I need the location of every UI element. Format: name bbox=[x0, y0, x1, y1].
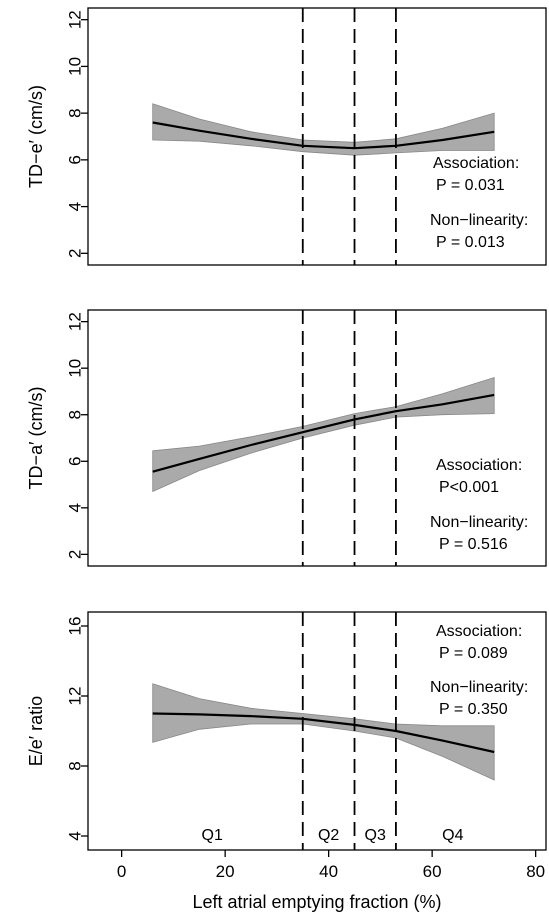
stat-annotation: Association: bbox=[436, 457, 522, 474]
x-axis-title: Left atrial emptying fraction (%) bbox=[192, 892, 441, 912]
quartile-label: Q4 bbox=[442, 827, 463, 844]
stat-annotation: P = 0.089 bbox=[439, 645, 508, 662]
y-tick-label: 6 bbox=[66, 457, 85, 466]
stat-annotation: P = 0.516 bbox=[439, 536, 508, 553]
x-tick-label: 20 bbox=[216, 862, 235, 881]
stat-annotation: P<0.001 bbox=[439, 479, 499, 496]
panel-1: 2 4 6 8 10 12 TD−e′ (cm/s) Association: P = 0.03… bbox=[26, 8, 546, 265]
x-tick-label: 60 bbox=[423, 862, 442, 881]
x-tick-label: 80 bbox=[526, 862, 545, 881]
stat-annotation: Association: bbox=[433, 155, 519, 172]
x-tick-label: 0 bbox=[117, 862, 126, 881]
y-tick-label: 4 bbox=[66, 503, 85, 512]
quartile-label: Q3 bbox=[365, 827, 386, 844]
stat-annotation: P = 0.350 bbox=[439, 701, 508, 718]
y-axis-title: E/e′ ratio bbox=[26, 696, 46, 766]
quartile-label: Q1 bbox=[202, 827, 223, 844]
y-tick-label: 12 bbox=[66, 10, 85, 29]
y-tick-label: 10 bbox=[66, 57, 85, 76]
y-tick-label: 8 bbox=[66, 761, 85, 770]
y-tick-label: 8 bbox=[66, 410, 85, 419]
stat-annotation: P = 0.031 bbox=[436, 177, 505, 194]
y-tick-label: 4 bbox=[66, 202, 85, 211]
y-tick-label: 2 bbox=[66, 249, 85, 258]
y-tick-label: 4 bbox=[66, 831, 85, 840]
y-tick-label: 16 bbox=[66, 617, 85, 636]
stat-annotation: Non−linearity: bbox=[430, 212, 528, 229]
y-tick-label: 12 bbox=[66, 687, 85, 706]
stat-annotation: Non−linearity: bbox=[430, 514, 528, 531]
y-tick-label: 8 bbox=[66, 108, 85, 117]
confidence-band bbox=[153, 684, 495, 780]
confidence-band bbox=[153, 378, 495, 492]
y-tick-label: 6 bbox=[66, 155, 85, 164]
panel-2: 2 4 6 8 10 12 TD−a′ (cm/s) Association: P<0.001 N… bbox=[26, 310, 546, 566]
stat-annotation: Association: bbox=[436, 623, 522, 640]
y-tick-label: 2 bbox=[66, 550, 85, 559]
y-axis-title: TD−e′ (cm/s) bbox=[26, 85, 46, 188]
stat-annotation: Non−linearity: bbox=[430, 679, 528, 696]
panel-3: 4 8 12 16 E/e′ ratio 0 20 40 60 80 Left atrial emp… bbox=[26, 612, 546, 912]
quartile-label: Q2 bbox=[318, 827, 339, 844]
y-axis-title: TD−a′ (cm/s) bbox=[26, 387, 46, 490]
stat-annotation: P = 0.013 bbox=[436, 234, 505, 251]
y-tick-label: 12 bbox=[66, 312, 85, 331]
y-tick-label: 10 bbox=[66, 359, 85, 378]
x-tick-label: 40 bbox=[319, 862, 338, 881]
